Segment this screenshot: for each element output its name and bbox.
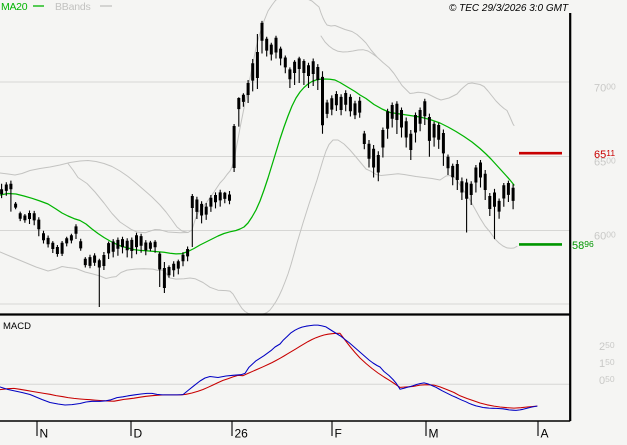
svg-text:6500: 6500: [594, 155, 616, 168]
svg-text:© TEC 29/3/2026 3:0 GMT: © TEC 29/3/2026 3:0 GMT: [449, 3, 569, 14]
svg-text:MA20: MA20: [1, 1, 28, 13]
svg-text:050: 050: [599, 374, 615, 387]
svg-text:5896: 5896: [572, 239, 594, 252]
svg-text:150: 150: [599, 357, 615, 370]
svg-text:BBands: BBands: [55, 1, 91, 13]
svg-text:6511: 6511: [594, 148, 615, 161]
svg-text:26: 26: [235, 427, 249, 441]
svg-text:7000: 7000: [594, 81, 616, 94]
svg-text:250: 250: [599, 340, 615, 353]
svg-text:M: M: [429, 427, 439, 441]
svg-text:F: F: [335, 427, 342, 441]
svg-text:MACD: MACD: [3, 321, 31, 332]
svg-text:D: D: [134, 427, 143, 441]
svg-text:6000: 6000: [594, 229, 616, 242]
svg-text:N: N: [40, 427, 49, 441]
svg-text:A: A: [541, 427, 549, 441]
